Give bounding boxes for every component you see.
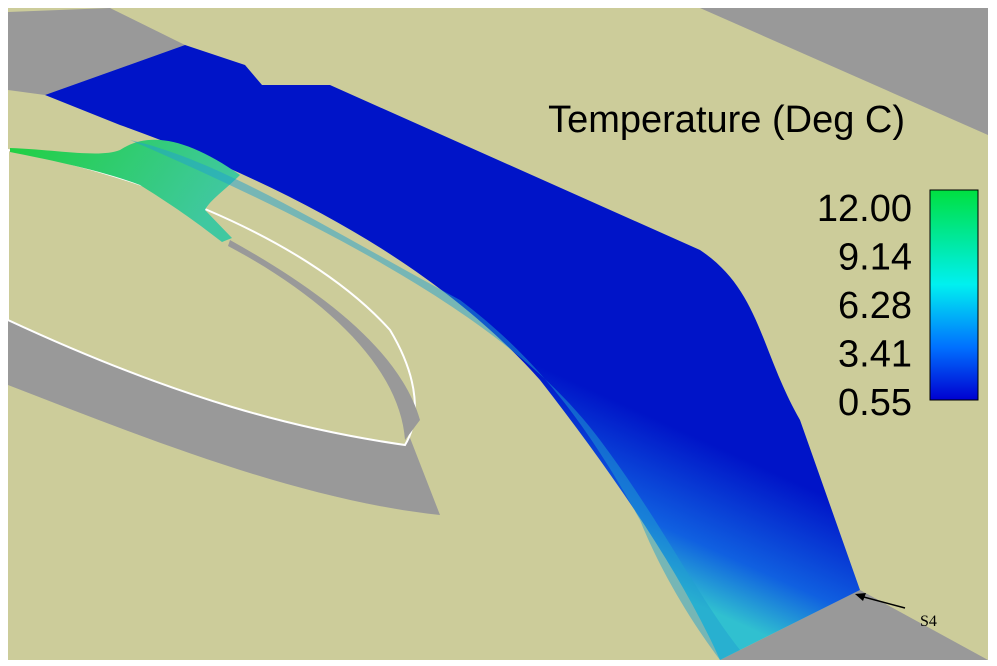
colorbar-title: Temperature (Deg C)	[548, 99, 905, 141]
colorbar-label: 9.14	[838, 237, 912, 279]
section-label: S4	[920, 613, 937, 630]
page: {"colorbar": {"title": "Temperature (Deg…	[0, 0, 997, 666]
colorbar-label: 0.55	[838, 382, 912, 424]
figure: Temperature (Deg C) 12.00 9.14 6.28 3.41 0.5…	[0, 0, 997, 666]
colorbar-label: 12.00	[817, 188, 912, 230]
colorbar-label: 6.28	[838, 285, 912, 327]
colorbar-label: 3.41	[838, 334, 912, 376]
colorbar	[930, 190, 978, 400]
